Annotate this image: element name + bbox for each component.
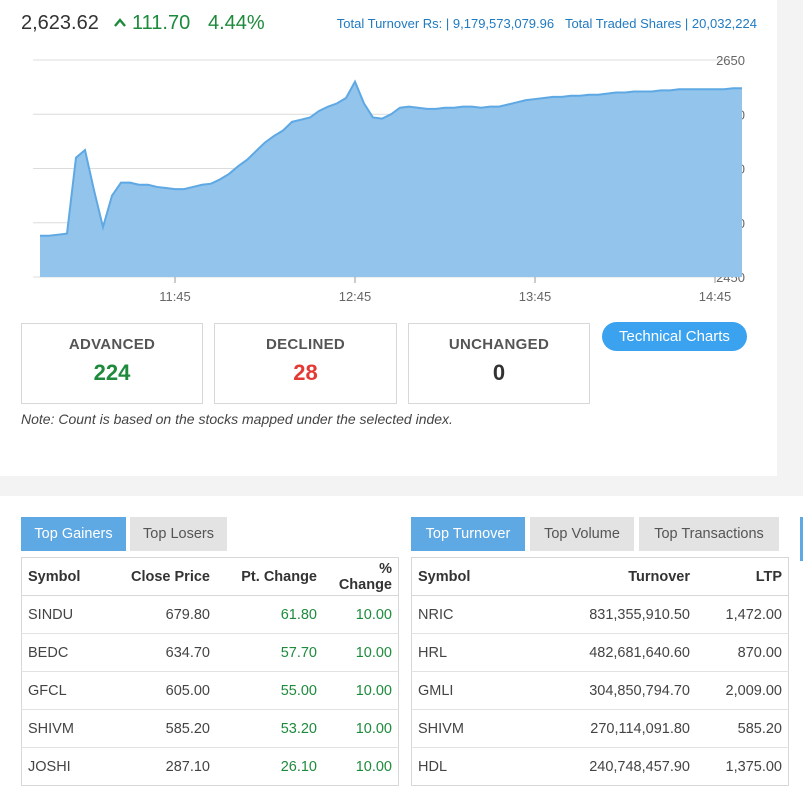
table-row[interactable]: SHIVM 270,114,091.80 585.20 [411,709,789,748]
count-note: Note: Count is based on the stocks mappe… [21,411,453,427]
index-point-change: 111.70 [132,12,191,34]
close-price-cell: 287.10 [165,758,210,775]
pt-change-cell: 57.70 [216,633,323,672]
pt-change-cell: 26.10 [280,758,317,775]
turnover-cell: 831,355,910.50 [514,595,696,634]
up-arrow-icon [113,12,127,33]
index-value: 2,623.62 [21,12,99,34]
symbol-cell[interactable]: BEDC [21,633,104,672]
turnover-cell: 270,114,091.80 [514,709,696,748]
symbol-cell[interactable]: GFCL [21,671,104,710]
ltp-cell: 2,009.00 [696,671,789,710]
x-tick-label: 14:45 [699,289,732,304]
table-row[interactable]: SINDU 679.80 61.80 10.00 [21,595,399,634]
tab-scroll-indicator [800,517,803,561]
unchanged-label: UNCHANGED [448,336,550,353]
column-header-pct-change: % Change [323,557,399,596]
series-line [40,79,742,237]
turnover-summary: Total Turnover Rs: | 9,179,573,079.96 To… [337,16,757,31]
table-header-row: Symbol Close Price Pt. Change % Change [21,557,399,596]
unchanged-stat: UNCHANGED 0 [408,323,590,404]
symbol-cell[interactable]: HRL [411,633,514,672]
turnover-cell: 482,681,640.60 [514,633,696,672]
ltp-cell: 1,375.00 [725,758,782,775]
tab-top-transactions[interactable]: Top Transactions [639,517,779,551]
declined-count: 28 [293,360,318,385]
pt-change-cell: 53.20 [216,709,323,748]
symbol-cell[interactable]: JOSHI [28,758,71,775]
turnover-cell: 304,850,794.70 [514,671,696,710]
unchanged-count: 0 [492,360,506,385]
index-percent-change: 4.44% [208,12,265,34]
total-turnover-value: 9,179,573,079.96 [452,16,555,31]
table-row[interactable]: JOSHI 287.10 26.10 10.00 [22,748,399,786]
pt-change-cell: 55.00 [216,671,323,710]
advanced-stat: ADVANCED 224 [21,323,203,404]
column-header-symbol: Symbol [411,557,514,596]
tab-top-volume[interactable]: Top Volume [530,517,634,551]
ltp-cell: 1,472.00 [696,595,789,634]
column-header-pt-change: Pt. Change [216,557,323,596]
symbol-cell[interactable]: HDL [418,758,448,775]
table-row[interactable]: SHIVM 585.20 53.20 10.00 [21,709,399,748]
pt-change-cell: 61.80 [216,595,323,634]
table-row[interactable]: HDL 240,748,457.90 1,375.00 [412,748,789,786]
column-header-ltp: LTP [696,557,789,596]
area-fill [40,81,742,277]
pct-change-cell: 10.00 [323,595,399,634]
advanced-count: 224 [93,360,131,385]
close-price-cell: 605.00 [104,671,216,710]
tab-top-gainers[interactable]: Top Gainers [21,517,126,551]
column-header-close-price: Close Price [104,557,216,596]
symbol-cell[interactable]: SINDU [21,595,104,634]
close-price-cell: 634.70 [104,633,216,672]
total-traded-shares-value: 20,032,224 [691,16,757,31]
table-header-row: Symbol Turnover LTP [411,557,789,596]
top-turnover-table: Symbol Turnover LTP NRIC 831,355,910.50 … [411,557,789,786]
close-price-cell: 679.80 [104,595,216,634]
symbol-cell[interactable]: SHIVM [411,709,514,748]
table-row[interactable]: NRIC 831,355,910.50 1,472.00 [411,595,789,634]
declined-label: DECLINED [265,336,346,353]
tab-top-losers[interactable]: Top Losers [130,517,227,551]
ltp-cell: 870.00 [696,633,789,672]
y-tick-label: 2650 [716,53,745,68]
column-header-turnover: Turnover [514,557,696,596]
table-row[interactable]: BEDC 634.70 57.70 10.00 [21,633,399,672]
pct-change-cell: 10.00 [355,758,392,775]
advanced-label: ADVANCED [68,336,156,353]
tab-top-turnover[interactable]: Top Turnover [411,517,525,551]
symbol-cell[interactable]: SHIVM [21,709,104,748]
pct-change-cell: 10.00 [323,709,399,748]
total-turnover-label: Total Turnover Rs: | [336,16,450,31]
declined-stat: DECLINED 28 [214,323,397,404]
symbol-cell[interactable]: NRIC [411,595,514,634]
x-tick-label: 13:45 [519,289,552,304]
table-row[interactable]: GFCL 605.00 55.00 10.00 [21,671,399,710]
pct-change-cell: 10.00 [323,671,399,710]
total-traded-shares-label: Total Traded Shares | [564,16,689,31]
x-tick-label: 11:45 [159,289,191,304]
table-row[interactable]: HRL 482,681,640.60 870.00 [411,633,789,672]
technical-charts-button[interactable]: Technical Charts [602,322,747,351]
table-row[interactable]: GMLI 304,850,794.70 2,009.00 [411,671,789,710]
top-gainers-table: Symbol Close Price Pt. Change % Change S… [21,557,399,786]
close-price-cell: 585.20 [104,709,216,748]
ltp-cell: 585.20 [696,709,789,748]
symbol-cell[interactable]: GMLI [411,671,514,710]
pct-change-cell: 10.00 [323,633,399,672]
column-header-symbol: Symbol [21,557,104,596]
turnover-cell: 240,748,457.90 [589,758,690,775]
x-tick-label: 12:45 [339,289,372,304]
